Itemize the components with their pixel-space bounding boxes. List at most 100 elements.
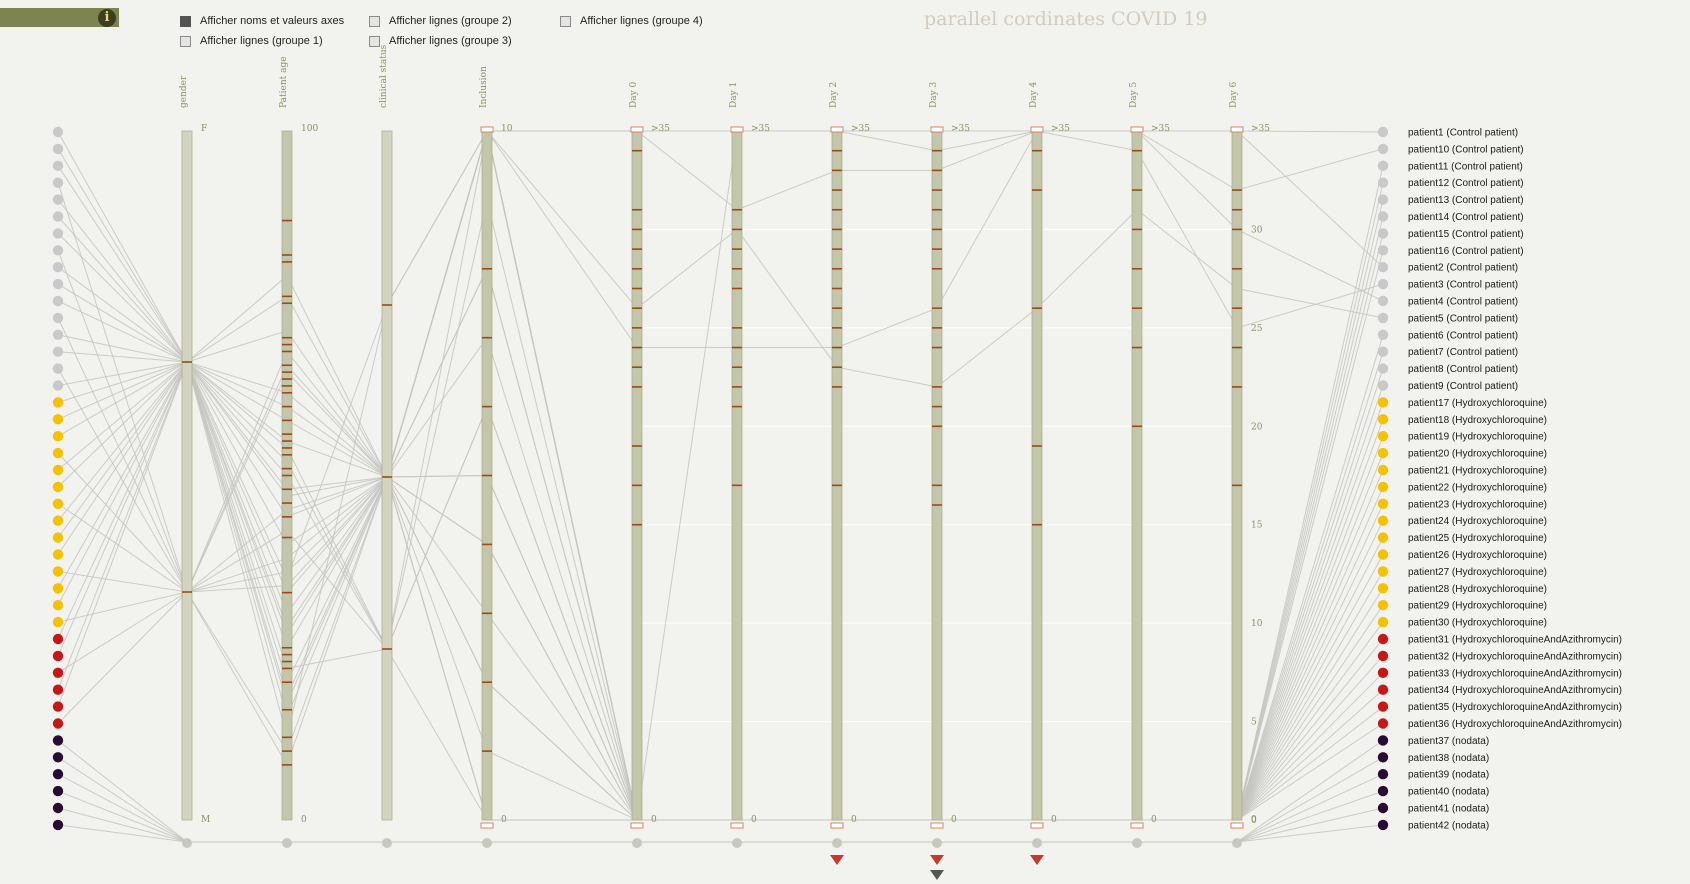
patient-dot[interactable] [1377,245,1389,256]
axis-node[interactable] [632,838,642,848]
patient-dot[interactable] [52,262,64,273]
brush-bottom-handle[interactable] [730,822,744,829]
patient-line[interactable] [57,360,1384,821]
axis-bar[interactable] [1031,130,1043,821]
patient-dot[interactable] [52,278,64,290]
checkbox-lines-group-4[interactable] [560,15,571,27]
option-lines-group-4[interactable]: Afficher lignes (groupe 4) [560,15,703,27]
event-marker-icon[interactable] [1030,855,1044,865]
patient-line[interactable] [57,475,1384,821]
patient-dot[interactable] [52,650,64,662]
patient-dot[interactable] [1377,515,1389,526]
patient-dot[interactable] [52,600,64,611]
patient-dot[interactable] [52,397,64,408]
patient-dot[interactable] [52,447,64,459]
patient-dot[interactable] [1377,566,1389,577]
patient-dot[interactable] [1377,785,1389,797]
patient-dot[interactable] [1377,769,1389,780]
patient-dot[interactable] [1377,616,1389,628]
patient-dot[interactable] [1377,802,1389,814]
patient-dot[interactable] [52,414,64,425]
axis-node[interactable] [182,838,192,848]
patient-dot[interactable] [1377,177,1389,188]
brush-bottom-handle[interactable] [830,822,844,829]
patient-dot[interactable] [52,143,64,155]
patient-dot[interactable] [52,126,64,138]
patient-dot[interactable] [1377,228,1389,239]
patient-line[interactable] [57,824,1384,843]
patient-dot[interactable] [52,194,64,205]
patient-line[interactable] [57,267,1384,821]
patient-dot[interactable] [1377,414,1389,425]
patient-line[interactable] [57,361,1384,821]
patient-dot[interactable] [52,718,64,729]
patient-line[interactable] [57,807,1384,843]
axis-node[interactable] [1032,838,1042,848]
patient-dot[interactable] [1377,583,1389,594]
patient-line[interactable] [57,405,1384,821]
patient-dot[interactable] [52,532,64,543]
brush-top-handle[interactable] [730,126,744,133]
brush-bottom-handle[interactable] [930,822,944,829]
brush-top-handle[interactable] [480,126,494,133]
patient-dot[interactable] [52,245,64,256]
patient-dot[interactable] [1377,143,1389,155]
patient-dot[interactable] [1377,633,1389,645]
axis-node[interactable] [932,838,942,848]
brush-top-handle[interactable] [1130,126,1144,133]
patient-dot[interactable] [1377,126,1389,138]
patient-dot[interactable] [1377,397,1389,408]
patient-dot[interactable] [1377,819,1389,831]
patient-line[interactable] [57,452,1384,821]
patient-dot[interactable] [52,616,64,628]
patient-line[interactable] [57,336,1384,821]
patient-line[interactable] [57,773,1384,843]
patient-dot[interactable] [1377,735,1389,746]
axis-node[interactable] [732,838,742,848]
patient-dot[interactable] [1377,667,1389,678]
patient-dot[interactable] [1377,464,1389,476]
checkbox-lines-group-3[interactable] [369,35,380,47]
brush-bottom-handle[interactable] [1230,822,1244,829]
patient-dot[interactable] [1377,684,1389,695]
patient-dot[interactable] [1377,346,1389,357]
brush-bottom-handle[interactable] [1130,822,1144,829]
patient-dot[interactable] [1377,532,1389,543]
patient-dot[interactable] [52,228,64,239]
patient-line[interactable] [57,360,1384,821]
brush-top-handle[interactable] [830,126,844,133]
patient-dot[interactable] [52,566,64,577]
brush-top-handle[interactable] [630,126,644,133]
brush-top-handle[interactable] [1030,126,1044,133]
info-button[interactable]: i [98,9,116,27]
patient-dot[interactable] [1377,650,1389,662]
patient-line[interactable] [57,756,1384,843]
axis-bar[interactable] [631,130,643,821]
brush-bottom-handle[interactable] [480,822,494,829]
axis-bar[interactable] [1231,130,1243,821]
patient-line[interactable] [57,361,1384,821]
patient-dot[interactable] [1377,718,1389,729]
patient-dot[interactable] [52,481,64,493]
patient-dot[interactable] [52,701,64,712]
patient-line[interactable] [57,130,1384,581]
patient-line[interactable] [57,267,1384,821]
patient-dot[interactable] [1377,600,1389,611]
patient-line[interactable] [57,360,1384,821]
checkbox-lines-group-2[interactable] [369,15,380,27]
patient-dot[interactable] [1377,312,1389,324]
patient-dot[interactable] [52,464,64,476]
patient-line[interactable] [57,361,1384,821]
patient-dot[interactable] [52,498,64,509]
patient-line[interactable] [57,199,1384,821]
patient-dot[interactable] [1377,295,1389,307]
option-lines-group-3[interactable]: Afficher lignes (groupe 3) [369,35,512,47]
patient-line[interactable] [57,360,1384,821]
patient-dot[interactable] [52,312,64,324]
patient-dot[interactable] [1377,380,1389,391]
patient-line[interactable] [57,790,1384,843]
option-lines-group-1[interactable]: Afficher lignes (groupe 1) [180,35,323,47]
axis-node[interactable] [832,838,842,848]
patient-dot[interactable] [1377,481,1389,493]
patient-dot[interactable] [1377,278,1389,290]
